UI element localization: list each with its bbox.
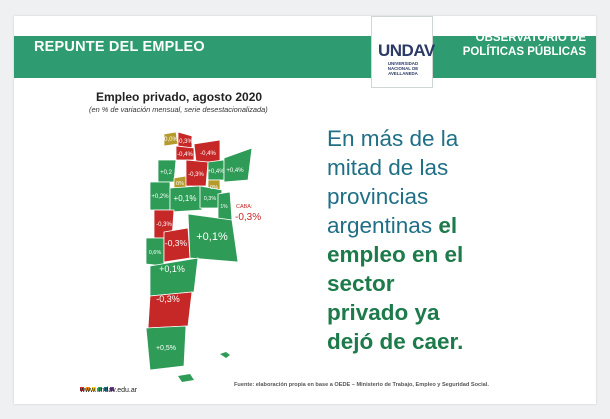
province-value-label: 1% <box>220 204 228 210</box>
brand-color-dots <box>80 378 116 396</box>
caba-label: CABA: <box>236 204 253 210</box>
province-value-label: +0,2 <box>160 170 173 176</box>
headline-line4-bold: el <box>438 213 458 238</box>
province-value-label: 0,3% <box>204 196 217 202</box>
slide: REPUNTE DEL EMPLEO OBSERVATORIO DE POLÍT… <box>14 16 596 404</box>
argentina-map: 0,0% -0,3%-0,4% -0,4%+0,20%-0,3% +0,4% +0,4%… <box>145 131 253 382</box>
province-value-label: 0,0% <box>164 137 178 143</box>
province-region <box>187 213 239 263</box>
map-subtitle: (en % de variación mensual, serie desest… <box>89 105 268 114</box>
malvinas-islands <box>220 352 230 358</box>
brand-dot <box>92 387 96 391</box>
province-region <box>223 147 253 183</box>
observatorio-title: OBSERVATORIO DE POLÍTICAS PÚBLICAS <box>463 31 586 59</box>
banner-title: REPUNTE DEL EMPLEO <box>34 39 205 55</box>
province-region <box>169 185 203 213</box>
tierra-del-fuego <box>178 374 194 382</box>
province-region <box>175 145 195 161</box>
undav-logo: UNDAV UNIVERSIDAD NACIONAL DE AVELLANEDA <box>371 16 435 88</box>
footer-url: www.undav.edu.ar <box>80 387 138 394</box>
province-value-label: +0,1% <box>174 194 197 203</box>
caba-value: -0,3% <box>235 212 262 223</box>
province-value-label: -0,3% <box>177 139 193 145</box>
observatorio-line1: OBSERVATORIO DE <box>475 32 586 44</box>
province-region <box>149 257 199 297</box>
province-region <box>145 325 187 371</box>
province-value-label: +0,1% <box>159 264 185 274</box>
logo-sub-line2: NACIONAL DE <box>387 66 419 72</box>
province-value-label: -0,4% <box>200 151 216 157</box>
province-value-label: -0,3% <box>188 172 204 178</box>
map-title: Empleo privado, agosto 2020 <box>96 90 263 104</box>
headline: En más de la mitad de las provincias arg… <box>327 124 589 356</box>
brand-dot <box>104 387 108 391</box>
province-value-label: -0,4% <box>177 152 193 158</box>
headline-line6: sector <box>327 271 395 296</box>
headline-line4: argentinas el <box>327 211 589 240</box>
headline-line3: provincias <box>327 184 429 209</box>
province-value-label: -0,3% <box>165 238 188 248</box>
province-value-label: +0,4% <box>207 169 225 175</box>
province-region <box>147 291 193 329</box>
logo-sub-line1: UNIVERSIDAD <box>387 61 419 66</box>
logo-subtitle: UNIVERSIDAD NACIONAL DE AVELLANEDA <box>375 61 431 77</box>
headline-line2: mitad de las <box>327 155 449 180</box>
headline-line5: empleo en el <box>327 242 464 267</box>
province-value-label: -0,3% <box>156 294 180 304</box>
headline-line8: dejó de caer. <box>327 329 464 354</box>
logo-sub-line3: AVELLANEDA <box>388 71 418 77</box>
province-value-label: +0,2% <box>151 194 169 200</box>
province-value-label: +0,4% <box>226 168 244 174</box>
province-value-label: 0% <box>210 185 218 191</box>
brand-dot <box>110 387 114 391</box>
brand-dot <box>98 387 102 391</box>
province-value-label: +0,1% <box>196 231 228 243</box>
brand-dot <box>86 387 90 391</box>
province-value-label: -0,3% <box>156 222 172 228</box>
province-regions <box>145 131 253 371</box>
headline-line1: En más de la <box>327 126 459 151</box>
source-note: Fuente: elaboración propia en base a OED… <box>234 382 489 388</box>
observatorio-line2: POLÍTICAS PÚBLICAS <box>462 46 586 58</box>
brand-dot <box>80 387 84 391</box>
headline-line4-regular: argentinas <box>327 213 433 238</box>
province-value-label: 0,6% <box>149 250 162 256</box>
headline-line7: privado ya <box>327 300 440 325</box>
province-region <box>185 159 209 187</box>
logo-word: UNDAV <box>378 41 435 60</box>
title-banner <box>14 36 596 78</box>
province-value-label: 0% <box>176 181 184 187</box>
province-value-label: +0,5% <box>156 345 176 352</box>
province-labels: 0,0% -0,3%-0,4% -0,4%+0,20%-0,3% +0,4% +0,4%… <box>149 137 245 352</box>
